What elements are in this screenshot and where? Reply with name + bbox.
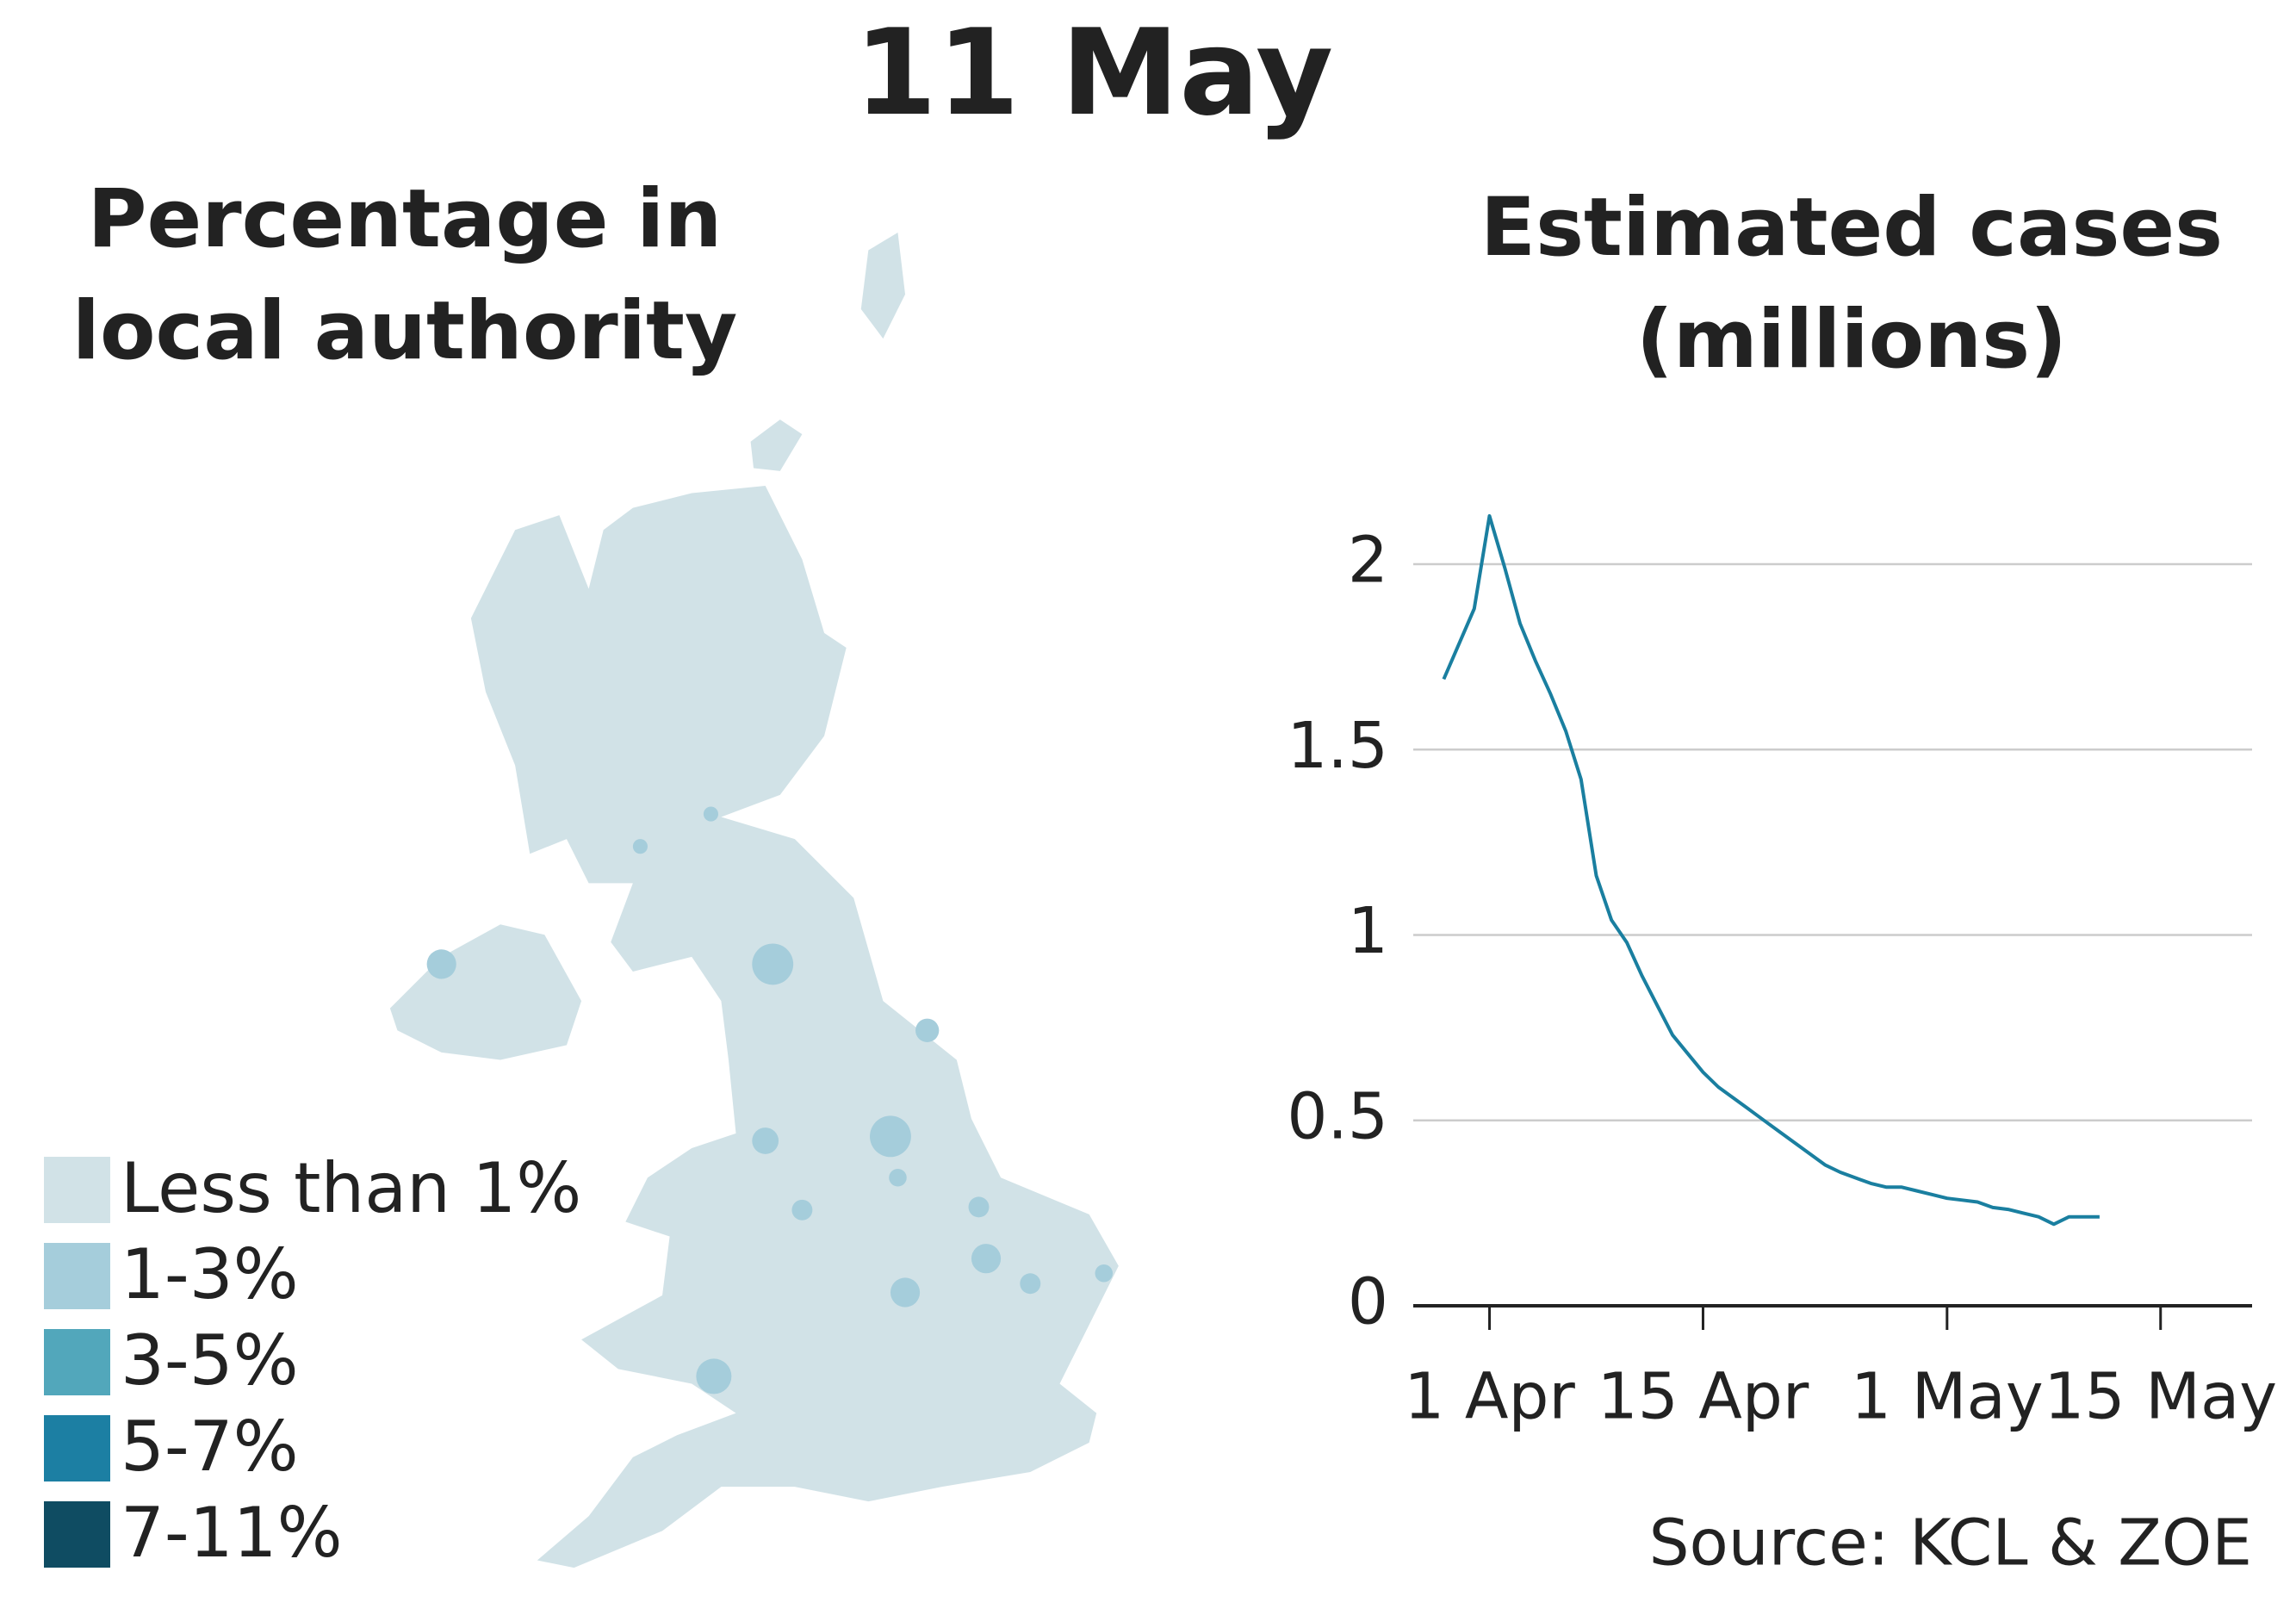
area-highlight (1095, 1264, 1114, 1283)
map-title: Percentage in local authority (71, 172, 738, 378)
area-highlight (426, 949, 456, 979)
area-highlight (791, 1199, 813, 1221)
y-tick-label: 1 (1348, 894, 1388, 968)
legend-label: 1-3% (121, 1234, 299, 1314)
area-highlight (752, 943, 794, 985)
x-tick-label: 15 Apr (1598, 1360, 1809, 1434)
area-highlight (971, 1244, 1002, 1274)
y-tick-label: 0.5 (1287, 1079, 1388, 1153)
line (1442, 514, 2100, 1227)
area-highlight (632, 839, 648, 854)
great-britain (470, 485, 1119, 1568)
chart-title: Estimated cases (millions) (1480, 181, 2224, 387)
x-tick-label: 1 Apr (1404, 1360, 1575, 1434)
area-highlight (752, 1127, 779, 1154)
area-highlight (968, 1196, 990, 1218)
area-highlight (890, 1277, 921, 1308)
page-title: 11 May (853, 3, 1334, 142)
legend-swatch (44, 1157, 110, 1223)
area-highlight (915, 1018, 940, 1042)
northern-ireland (389, 924, 582, 1060)
legend-swatch (44, 1415, 110, 1481)
area-highlight (870, 1115, 911, 1158)
legend-label: 3-5% (121, 1320, 299, 1401)
legend-label: Less than 1% (121, 1148, 581, 1228)
legend-swatch (44, 1501, 110, 1568)
legend-swatch (44, 1243, 110, 1309)
legend-swatch (44, 1329, 110, 1395)
area-highlight (1020, 1273, 1041, 1295)
legend-label: 7-11% (121, 1493, 343, 1573)
map (389, 233, 1119, 1568)
y-tick-label: 2 (1348, 524, 1388, 598)
y-tick-label: 1.5 (1287, 709, 1388, 783)
x-tick-label: 15 May (2044, 1360, 2277, 1434)
orkney (750, 419, 803, 471)
x-tick-label: 1 May (1851, 1360, 2044, 1434)
legend-label: 5-7% (121, 1407, 299, 1487)
area-highlight (889, 1168, 907, 1187)
source: Source: KCL & ZOE (1649, 1506, 2252, 1581)
y-tick-label: 0 (1348, 1265, 1388, 1339)
shetland (860, 233, 906, 339)
area-highlight (703, 806, 718, 822)
area-highlight (696, 1358, 732, 1394)
